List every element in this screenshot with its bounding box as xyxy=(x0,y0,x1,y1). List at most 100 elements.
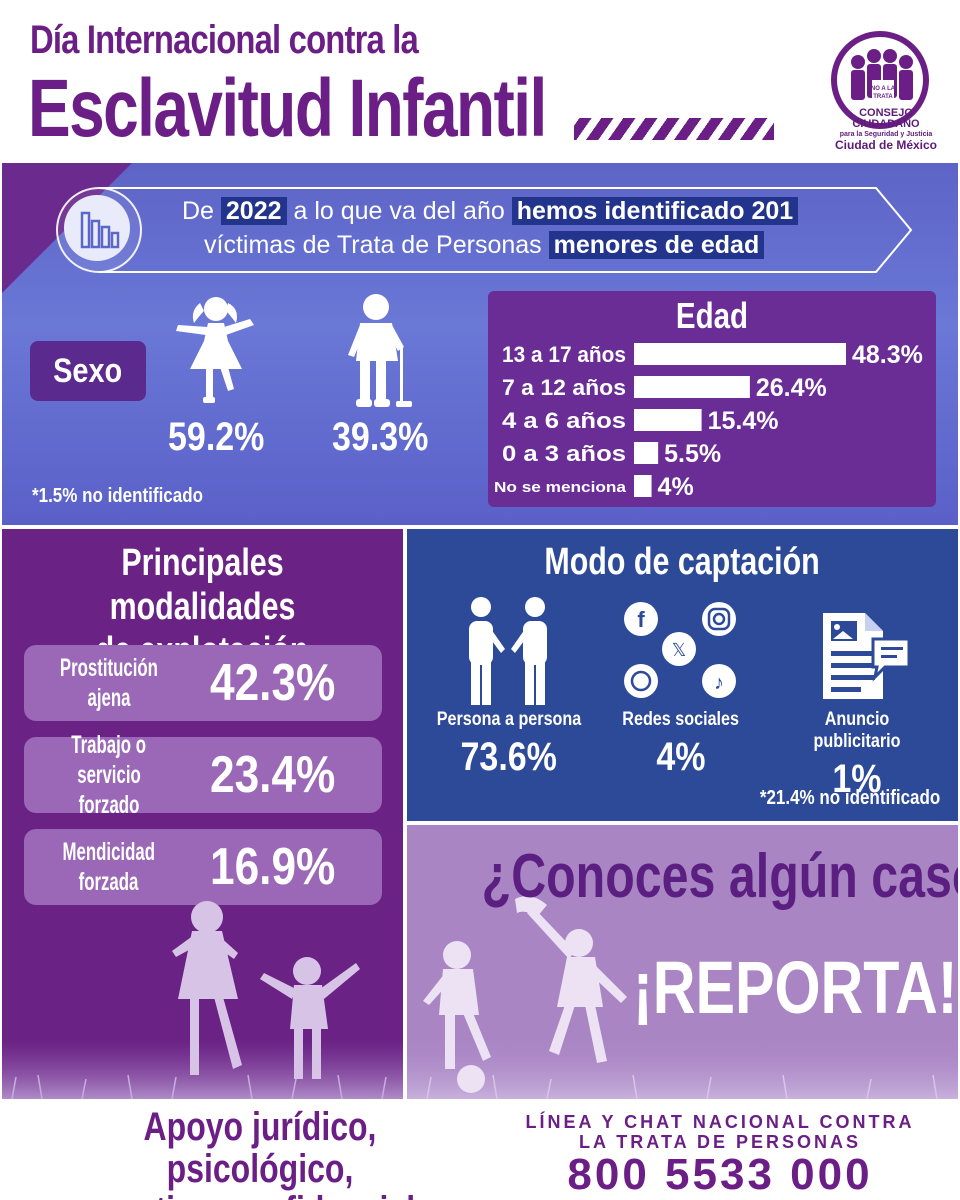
exploitation-card: Mendicidad forzada 16.9% xyxy=(24,829,382,905)
exploitation-value: 23.4% xyxy=(210,746,336,804)
age-value-label: 26.4% xyxy=(756,374,827,402)
banner-text-line-2: víctimas de Trata de Personas menores de… xyxy=(204,231,765,260)
recruitment-value-text: 73.6% xyxy=(460,735,558,779)
exploitation-card: Trabajo o servicio forzado 23.4% xyxy=(24,731,382,819)
report-call-to-action: ¡REPORTA! xyxy=(633,946,958,1029)
age-bar xyxy=(634,376,750,398)
consejo-ciudadano-logo: NO A LA TRATA xyxy=(831,31,929,129)
age-value-label: 5.5% xyxy=(664,440,721,468)
banner-text-line-1: De 2022 a lo que va del año hemos identi… xyxy=(182,197,799,226)
female-percentage: 59.2% xyxy=(168,415,265,459)
logo-text-line-2: para la Seguridad y Justicia xyxy=(839,131,933,138)
exploitation-label: Prostitución ajena xyxy=(24,645,194,721)
report-question: ¿Conoces algún caso? xyxy=(407,841,958,912)
exploitation-label-line-2: servicio forzado xyxy=(77,761,141,819)
recruitment-label-text: Anuncio publicitario xyxy=(813,709,901,752)
exploitation-value: 42.3% xyxy=(210,654,336,712)
banner-text: víctimas de Trata de Personas xyxy=(204,231,549,259)
banner-text: a lo que va del año xyxy=(286,197,512,225)
girl-silhouette-icon xyxy=(176,297,254,403)
children-playing-silhouette xyxy=(2,901,403,1099)
recruitment-title: Modo de captación xyxy=(407,541,958,584)
exploitation-label-line-1: Prostitución xyxy=(59,654,159,682)
sexo-label: Sexo xyxy=(30,341,146,401)
recruitment-item: Persona a persona 73.6% xyxy=(419,709,599,780)
exploitation-modes-panel: Principales modalidades de explotación P… xyxy=(2,529,403,1099)
exploitation-card: Prostitución ajena 42.3% xyxy=(24,645,382,721)
support-text-line-2: gratis y confidencial xyxy=(105,1190,414,1200)
recruitment-value-text: 1% xyxy=(832,757,882,801)
exploitation-label: Trabajo o servicio forzado xyxy=(24,731,194,819)
decorative-stripes xyxy=(574,118,774,140)
exploitation-title-line-1: Principales modalidades xyxy=(109,542,296,628)
recruitment-item: Redes sociales 4% xyxy=(591,709,771,780)
age-bar xyxy=(634,343,846,365)
title-line-2: Esclavitud Infantil xyxy=(28,63,547,154)
report-question-text: ¿Conoces algún caso? xyxy=(481,842,958,911)
recruitment-label-text: Redes sociales xyxy=(622,709,740,730)
recruitment-value: 4% xyxy=(591,735,771,780)
exploitation-label-line-2: forzada xyxy=(79,868,139,896)
recruitment-title-text: Modo de captación xyxy=(544,541,821,583)
recruitment-label: Redes sociales xyxy=(591,709,771,731)
recruitment-value-text: 4% xyxy=(656,735,706,779)
recruitment-value: 73.6% xyxy=(419,735,599,780)
children-playing-ball-silhouette xyxy=(407,896,958,1099)
age-value-label: 15.4% xyxy=(708,407,779,435)
male-percentage: 39.3% xyxy=(332,415,429,459)
age-bar xyxy=(634,475,652,497)
support-text-line-1: Apoyo jurídico, psicológico, xyxy=(143,1105,377,1191)
exploitation-label-line-1: Mendicidad xyxy=(62,838,156,866)
age-category-label: 7 a 12 años xyxy=(502,375,626,400)
support-text: Apoyo jurídico, psicológico, gratis y co… xyxy=(0,1106,520,1200)
hotline-phone-number: 800 5533 000 xyxy=(567,1150,873,1199)
hotline-label-line-2: LA TRATA DE PERSONAS xyxy=(578,1132,861,1152)
logo-text: CONSEJO CIUDADANO para la Seguridad y Ju… xyxy=(826,107,946,152)
sexo-footnote: *1.5% no identificado xyxy=(32,485,203,507)
bar-chart-icon xyxy=(80,211,120,249)
recruitment-mode-panel: Modo de captación f 𝕏 ♪ xyxy=(407,529,958,821)
exploitation-label-line-1: Trabajo o xyxy=(71,731,147,759)
social-media-icons: f 𝕏 ♪ xyxy=(624,602,736,698)
recruitment-label-text: Persona a persona xyxy=(436,709,582,730)
banner-highlight-minors: menores de edad xyxy=(548,231,765,259)
sexo-label-text: Sexo xyxy=(53,352,123,390)
banner-text: De xyxy=(182,197,221,225)
svg-text:♪: ♪ xyxy=(714,672,724,694)
age-bar xyxy=(634,409,702,431)
boy-silhouette-icon xyxy=(348,294,412,407)
victims-banner: De 2022 a lo que va del año hemos identi… xyxy=(56,187,916,273)
age-bar xyxy=(634,442,659,464)
exploitation-label-line-2: ajena xyxy=(87,684,131,712)
svg-text:f: f xyxy=(637,607,645,632)
age-category-label: 0 a 3 años xyxy=(502,441,626,466)
age-bar-chart: 13 a 17 años 48.3% 7 a 12 años 26.4% 4 a 6 a… xyxy=(494,341,923,501)
footer: Apoyo jurídico, psicológico, gratis y co… xyxy=(0,1100,960,1200)
age-category-label: No se menciona xyxy=(494,479,627,496)
banner-highlight-count: hemos identificado 201 xyxy=(511,197,799,225)
recruitment-footnote: *21.4% no identificado xyxy=(759,787,940,809)
person-to-person-icon xyxy=(469,597,547,705)
age-value-label: 4% xyxy=(658,473,694,501)
report-panel: ¿Conoces algún caso? ¡REPORTA! xyxy=(407,825,958,1099)
recruitment-label: Anuncio publicitario xyxy=(767,709,947,753)
age-chart-title: Edad xyxy=(488,295,936,337)
exploitation-value: 16.9% xyxy=(210,838,336,896)
logo-text-line-1: CONSEJO CIUDADANO xyxy=(852,107,920,130)
age-chart-box: Edad 13 a 17 años 48.3% 7 a 12 años 26.4% 4 … xyxy=(488,291,936,507)
svg-text:𝕏: 𝕏 xyxy=(672,640,687,660)
age-chart-title-text: Edad xyxy=(675,295,749,336)
hotline-label-line-1: LÍNEA Y CHAT NACIONAL CONTRA xyxy=(525,1112,915,1132)
svg-text:NO A LA: NO A LA xyxy=(871,86,896,92)
victims-stats-panel: De 2022 a lo que va del año hemos identi… xyxy=(2,163,958,525)
bar-chart-icon-bg xyxy=(64,195,130,261)
header: Día Internacional contra la Esclavitud I… xyxy=(0,0,960,160)
age-category-label: 4 a 6 años xyxy=(502,408,626,433)
advertisement-icon xyxy=(823,613,911,699)
age-value-label: 48.3% xyxy=(852,341,923,369)
banner-year: 2022 xyxy=(220,197,287,225)
recruitment-value: 1% xyxy=(767,757,947,802)
banner-arrow-outline xyxy=(99,187,913,273)
hotline-label: LÍNEA Y CHAT NACIONAL CONTRA LA TRATA DE… xyxy=(500,1112,940,1152)
logo-text-line-3: Ciudad de México xyxy=(834,138,938,152)
